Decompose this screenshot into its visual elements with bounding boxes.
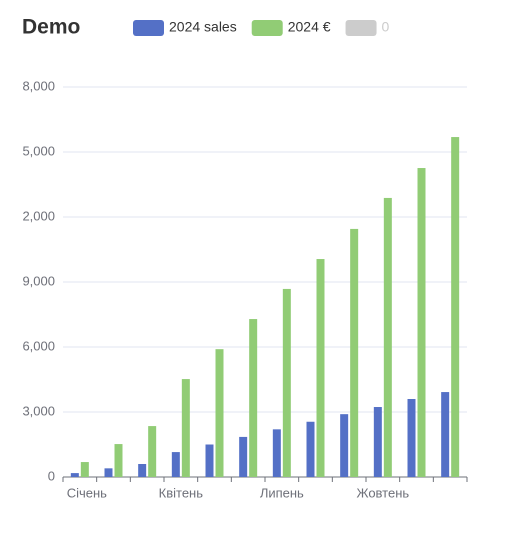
bar xyxy=(239,436,248,477)
bar xyxy=(441,392,450,477)
y-tick-label: 3,000 xyxy=(22,403,55,418)
y-tick-label: 6,000 xyxy=(22,338,55,353)
y-tick-label: 8,000 xyxy=(22,78,55,93)
bar xyxy=(249,319,258,477)
bar xyxy=(373,407,382,477)
bar xyxy=(350,228,359,477)
y-tick-label: 9,000 xyxy=(22,273,55,288)
bar xyxy=(181,379,190,477)
bar xyxy=(340,414,349,477)
y-tick-label: 5,000 xyxy=(22,143,55,158)
bar xyxy=(138,464,147,477)
bar xyxy=(282,288,291,477)
bar xyxy=(171,452,180,477)
y-tick-label: 2,000 xyxy=(22,208,55,223)
bar xyxy=(80,462,89,477)
bar xyxy=(70,473,79,477)
bar xyxy=(316,259,325,477)
x-tick-label: Жовтень xyxy=(356,485,409,500)
bar xyxy=(306,421,315,477)
bar xyxy=(407,399,416,477)
y-tick-label: 0 xyxy=(48,468,55,483)
legend-label: 2024 € xyxy=(288,19,331,35)
x-tick-label: Січень xyxy=(67,485,107,500)
legend-swatch xyxy=(345,20,377,36)
bar xyxy=(383,197,392,477)
x-tick-label: Липень xyxy=(260,485,304,500)
bar xyxy=(272,429,281,477)
legend-swatch xyxy=(133,20,164,36)
legend-label: 2024 sales xyxy=(169,19,237,35)
bar xyxy=(205,444,214,477)
legend-swatch xyxy=(251,20,283,36)
legend-label: 0 xyxy=(382,19,390,35)
bar xyxy=(215,349,224,477)
bar xyxy=(451,137,460,478)
bar xyxy=(104,468,113,477)
bar xyxy=(417,168,426,478)
bar xyxy=(114,444,123,477)
bar xyxy=(148,426,157,477)
x-tick-label: Квітень xyxy=(159,485,204,500)
chart-title: Demo xyxy=(22,16,80,39)
